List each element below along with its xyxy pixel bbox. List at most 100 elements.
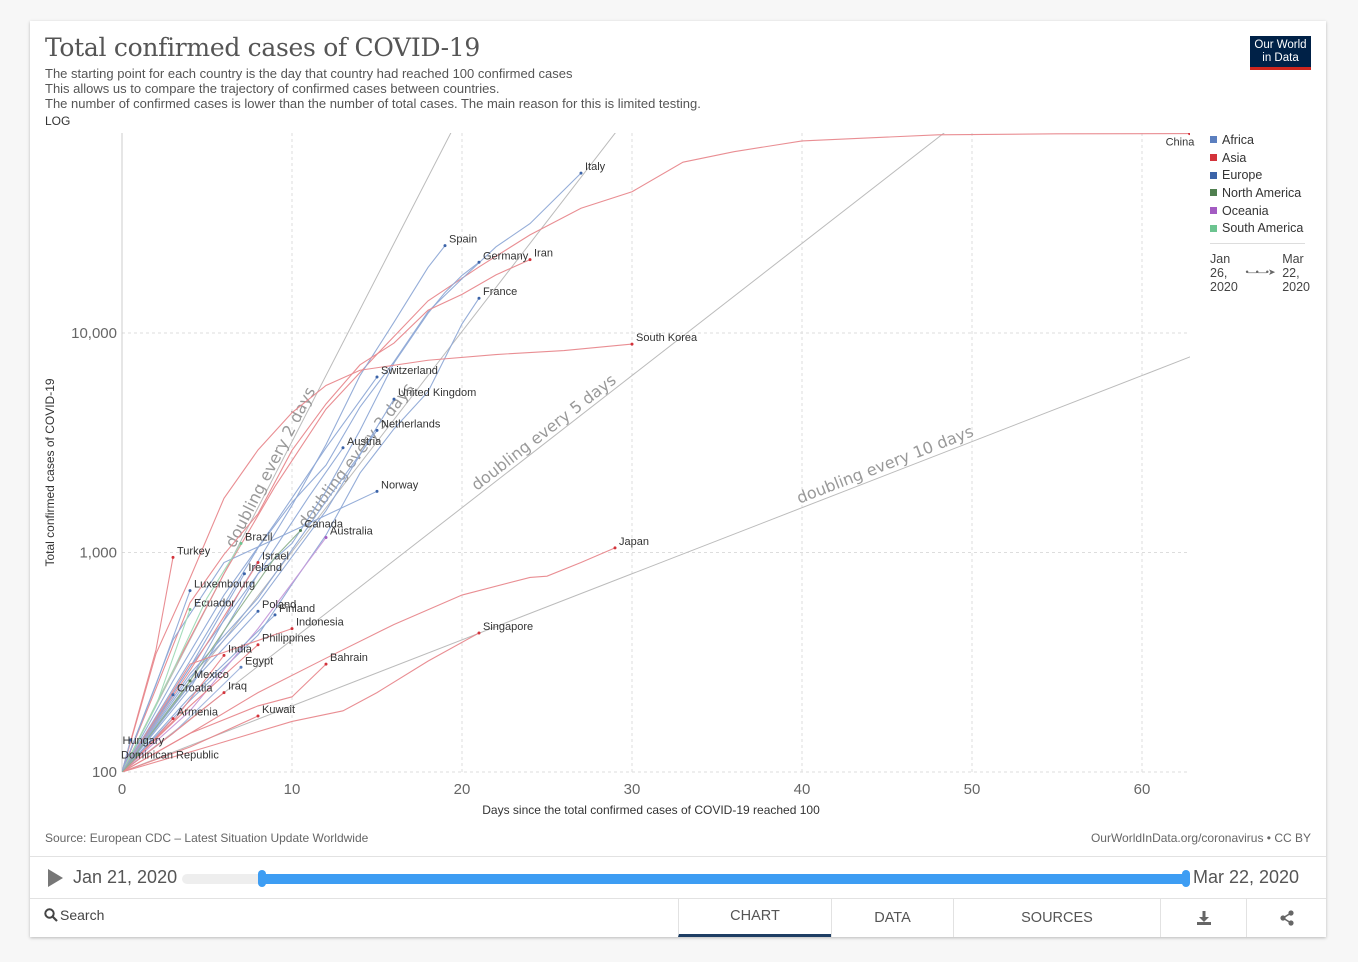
x-tick-label: 30 bbox=[624, 781, 641, 798]
legend-item[interactable]: Africa bbox=[1210, 131, 1310, 149]
reference-line bbox=[122, 133, 452, 772]
series-label: Ireland bbox=[248, 562, 282, 574]
series-label: Mexico bbox=[194, 669, 229, 681]
reference-line-label: doubling every 10 days bbox=[794, 422, 976, 508]
credit-link[interactable]: OurWorldInData.org/coronavirus • CC BY bbox=[1090, 831, 1311, 845]
series-endpoint bbox=[239, 541, 243, 545]
legend-swatch bbox=[1210, 136, 1217, 144]
series-label: Iran bbox=[534, 248, 553, 260]
tab-chart[interactable]: CHART bbox=[678, 898, 831, 937]
share-button[interactable] bbox=[1246, 898, 1326, 937]
series-line bbox=[122, 547, 616, 772]
series-line bbox=[122, 133, 1190, 772]
subtitle-line: The number of confirmed cases is lower t… bbox=[45, 96, 701, 111]
logo-underline bbox=[1250, 67, 1311, 70]
legend-swatch bbox=[1210, 224, 1217, 232]
x-tick-label: 0 bbox=[118, 781, 126, 798]
series-endpoint bbox=[171, 693, 175, 697]
series-label: Bahrain bbox=[330, 652, 368, 664]
timeline-end-handle[interactable] bbox=[1182, 870, 1190, 887]
series-label: Philippines bbox=[262, 633, 316, 645]
download-button[interactable] bbox=[1160, 898, 1246, 937]
play-icon[interactable] bbox=[48, 869, 63, 887]
series-endpoint bbox=[171, 555, 175, 559]
series-line bbox=[122, 680, 191, 772]
reference-line bbox=[122, 133, 616, 772]
x-axis-label: Days since the total confirmed cases of … bbox=[482, 803, 820, 817]
series-label: Ecuador bbox=[194, 597, 235, 609]
series-endpoint bbox=[273, 613, 277, 617]
x-tick-label: 60 bbox=[1134, 781, 1151, 798]
logo-line1: Our World bbox=[1254, 39, 1307, 51]
series-endpoint bbox=[324, 536, 328, 540]
legend-item[interactable]: South America bbox=[1210, 219, 1310, 237]
source-note[interactable]: Source: European CDC – Latest Situation … bbox=[45, 831, 369, 845]
legend-time-end-month: Mar bbox=[1282, 252, 1304, 267]
x-tick-label: 20 bbox=[454, 781, 471, 798]
tab-sources[interactable]: SOURCES bbox=[953, 898, 1160, 937]
legend-swatch bbox=[1210, 207, 1217, 215]
series-line bbox=[122, 614, 276, 772]
series-endpoint bbox=[443, 244, 447, 248]
series-line bbox=[122, 694, 174, 772]
series-label: Israel bbox=[262, 551, 289, 563]
series-endpoint bbox=[171, 717, 175, 721]
legend-time-end-day: 22, bbox=[1282, 266, 1300, 281]
legend-label: Asia bbox=[1222, 150, 1247, 165]
series-line bbox=[122, 259, 531, 772]
series-label: Turkey bbox=[177, 545, 211, 557]
legend-time-start-month: Jan bbox=[1210, 252, 1231, 267]
legend-item[interactable]: Europe bbox=[1210, 166, 1310, 184]
y-tick-label: 10,000 bbox=[71, 325, 117, 342]
timeline-selected-range[interactable] bbox=[262, 874, 1186, 884]
legend-item[interactable]: Asia bbox=[1210, 149, 1310, 167]
tab-data[interactable]: DATA bbox=[831, 898, 953, 937]
x-tick-label: 40 bbox=[794, 781, 811, 798]
series-endpoint bbox=[290, 627, 294, 631]
series-label: France bbox=[483, 286, 517, 298]
series-endpoint bbox=[579, 171, 583, 175]
logo-line2: in Data bbox=[1262, 52, 1299, 64]
series-line bbox=[122, 261, 480, 772]
scale-toggle[interactable]: LOG bbox=[45, 114, 71, 128]
timeline-start-handle[interactable] bbox=[258, 870, 267, 887]
series-endpoint bbox=[392, 397, 396, 401]
chart-card: Total confirmed cases of COVID-19 The st… bbox=[30, 21, 1326, 937]
series-label: Brazil bbox=[245, 531, 273, 543]
search-label: Search bbox=[60, 907, 105, 923]
series-endpoint bbox=[375, 428, 379, 432]
subtitle-line: The starting point for each country is t… bbox=[45, 66, 573, 81]
legend-item[interactable]: Oceania bbox=[1210, 202, 1310, 220]
series-label: Canada bbox=[305, 518, 344, 530]
legend-time-end-year: 2020 bbox=[1282, 280, 1310, 295]
series-endpoint bbox=[341, 446, 345, 450]
timeline-end-label: Mar 22, 2020 bbox=[1193, 867, 1300, 887]
series-line bbox=[122, 609, 191, 772]
series-label: Hungary bbox=[123, 735, 165, 747]
legend-time-start-year: 2020 bbox=[1210, 280, 1238, 295]
series-line bbox=[122, 398, 395, 772]
legend-item[interactable]: North America bbox=[1210, 184, 1310, 202]
y-tick-label: 1,000 bbox=[79, 545, 117, 562]
share-icon bbox=[1279, 909, 1294, 926]
controls-bar: Search CHART DATA SOURCES bbox=[30, 898, 1326, 937]
search-button[interactable]: Search bbox=[44, 907, 104, 923]
series-label: Poland bbox=[262, 599, 296, 611]
y-tick-label: 100 bbox=[92, 764, 117, 781]
x-tick-label: 50 bbox=[964, 781, 981, 798]
series-line bbox=[122, 692, 225, 772]
legend-label: North America bbox=[1222, 185, 1302, 200]
series-label: Australia bbox=[330, 526, 374, 538]
series-line bbox=[122, 376, 378, 772]
legend-label: Oceania bbox=[1222, 203, 1269, 218]
owid-logo[interactable]: Our World in Data bbox=[1250, 36, 1311, 70]
series-endpoint bbox=[256, 609, 260, 613]
series-line bbox=[122, 754, 140, 772]
legend-swatch bbox=[1210, 154, 1217, 162]
series-label: United Kingdom bbox=[398, 387, 476, 399]
x-tick-label: 10 bbox=[284, 781, 301, 798]
series-endpoint bbox=[256, 643, 260, 647]
series-endpoint bbox=[477, 260, 481, 264]
series-endpoint bbox=[137, 753, 141, 757]
series-label: Iraq bbox=[228, 681, 247, 693]
